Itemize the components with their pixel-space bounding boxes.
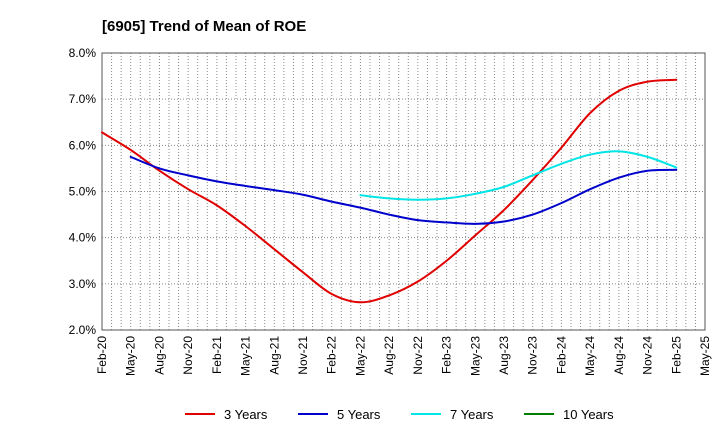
x-tick-label: Feb-21 bbox=[210, 336, 224, 374]
x-tick-label: Aug-23 bbox=[497, 336, 511, 375]
x-tick-label: Aug-21 bbox=[267, 336, 281, 375]
grid bbox=[102, 53, 705, 330]
y-tick-label: 2.0% bbox=[69, 323, 97, 337]
series-line-3-years bbox=[101, 78, 678, 304]
series-line-7-years bbox=[359, 150, 678, 201]
legend-label-7-years: 7 Years bbox=[450, 407, 494, 422]
x-tick-label: Feb-23 bbox=[440, 336, 454, 374]
y-tick-label: 5.0% bbox=[69, 185, 97, 199]
y-tick-label: 7.0% bbox=[69, 92, 97, 106]
x-tick-label: Aug-22 bbox=[382, 336, 396, 375]
axes: 2.0% 3.0% 4.0% 5.0% 6.0% 7.0% 8.0% Feb-20 May-20… bbox=[69, 46, 712, 376]
x-tick-label: Feb-24 bbox=[554, 336, 568, 374]
x-tick-label: May-23 bbox=[468, 336, 482, 376]
legend-label-10-years: 10 Years bbox=[563, 407, 614, 422]
plot-frame bbox=[101, 52, 706, 331]
chart-title: [6905] Trend of Mean of ROE bbox=[102, 18, 306, 35]
x-tick-label: Feb-22 bbox=[325, 336, 339, 374]
x-tick-label: Feb-20 bbox=[95, 336, 109, 374]
series-lines bbox=[101, 78, 678, 304]
x-tick-label: Nov-22 bbox=[411, 336, 425, 375]
x-tick-label: May-21 bbox=[239, 336, 253, 376]
legend: 3 Years 5 Years 7 Years 10 Years bbox=[185, 407, 614, 422]
y-tick-label: 6.0% bbox=[69, 138, 97, 152]
x-tick-label: Nov-20 bbox=[181, 336, 195, 375]
x-tick-label: May-20 bbox=[124, 336, 138, 376]
legend-label-3-years: 3 Years bbox=[224, 407, 268, 422]
x-tick-label: May-25 bbox=[698, 336, 712, 376]
x-tick-label: Nov-21 bbox=[296, 336, 310, 375]
y-tick-label: 3.0% bbox=[69, 277, 97, 291]
x-tick-label: Feb-25 bbox=[669, 336, 683, 374]
series-line-5-years bbox=[129, 155, 678, 225]
x-tick-label: May-24 bbox=[583, 336, 597, 376]
legend-label-5-years: 5 Years bbox=[337, 407, 381, 422]
y-tick-label: 8.0% bbox=[69, 46, 97, 60]
x-tick-label: Aug-24 bbox=[612, 336, 626, 375]
x-tick-label: Nov-23 bbox=[526, 336, 540, 375]
x-tick-label: Aug-20 bbox=[152, 336, 166, 375]
x-tick-label: May-22 bbox=[353, 336, 367, 376]
y-tick-label: 4.0% bbox=[69, 231, 97, 245]
x-tick-label: Nov-24 bbox=[641, 336, 655, 375]
